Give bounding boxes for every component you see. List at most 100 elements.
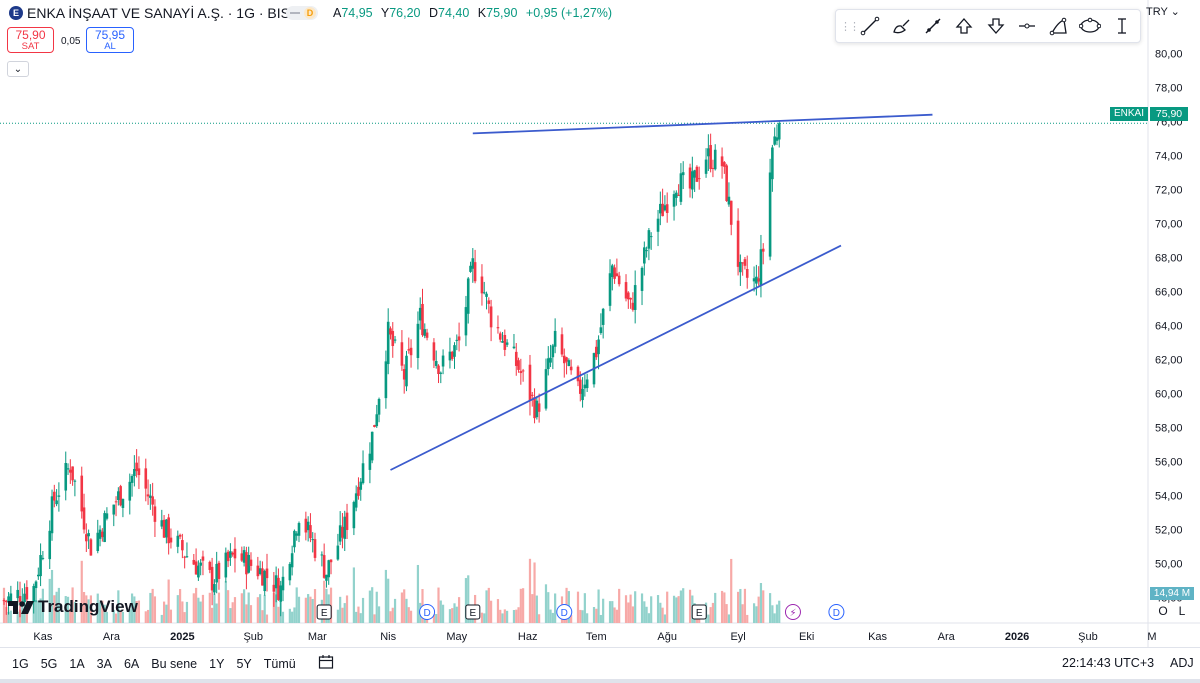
volume-bar bbox=[185, 601, 189, 623]
candle-body bbox=[739, 261, 742, 273]
ohlc-legend: A74,95 Y76,20 D74,40 K75,90 +0,95 (+1,27… bbox=[333, 6, 617, 20]
collapse-legend-button[interactable]: ⌄ bbox=[7, 61, 29, 77]
volume-bar bbox=[112, 609, 115, 623]
y-tick-label: 68,00 bbox=[1155, 253, 1183, 265]
range-6m-button[interactable]: 6A bbox=[123, 656, 140, 671]
volume-bar bbox=[405, 598, 408, 623]
path-icon[interactable] bbox=[1043, 11, 1075, 41]
candle-body bbox=[537, 403, 541, 412]
candle-body bbox=[768, 172, 772, 257]
text-cursor-icon[interactable] bbox=[1106, 11, 1138, 41]
volume-bar bbox=[341, 607, 344, 623]
tradingview-logo[interactable]: TradingView bbox=[8, 597, 138, 617]
symbol-price-tag: ENKAI bbox=[1110, 107, 1149, 121]
candle-body bbox=[501, 341, 504, 343]
candle-body bbox=[633, 285, 637, 310]
trend-line-icon[interactable] bbox=[854, 11, 886, 41]
volume-bar bbox=[227, 590, 230, 623]
volume-bar bbox=[439, 600, 442, 623]
candle-body bbox=[130, 476, 134, 483]
volume-bar bbox=[522, 588, 525, 623]
calendar-range-icon[interactable] bbox=[318, 654, 334, 673]
volume-bar bbox=[618, 588, 621, 623]
volume-bar bbox=[336, 609, 339, 623]
volume-bar bbox=[224, 581, 227, 623]
drag-handle-icon[interactable]: ⋮⋮ bbox=[840, 20, 860, 33]
candle-body bbox=[725, 165, 728, 201]
brush-icon[interactable] bbox=[886, 11, 918, 41]
candle-body bbox=[261, 568, 264, 586]
range-3m-button[interactable]: 3A bbox=[96, 656, 112, 671]
volume-bar bbox=[551, 612, 554, 623]
volume-bar bbox=[599, 614, 602, 623]
y-tick-label: 78,00 bbox=[1155, 83, 1183, 95]
ellipse-icon[interactable] bbox=[1075, 11, 1107, 41]
volume-bar bbox=[666, 591, 669, 623]
range-all-button[interactable]: Tümü bbox=[263, 656, 296, 671]
volume-bar bbox=[311, 598, 314, 623]
candle-body bbox=[128, 481, 132, 501]
candle-body bbox=[18, 596, 22, 603]
arrow-down-icon[interactable] bbox=[980, 11, 1012, 41]
range-1m-button[interactable]: 1A bbox=[69, 656, 85, 671]
volume-bar bbox=[757, 596, 760, 623]
volume-bar bbox=[261, 610, 264, 623]
volume-bar bbox=[727, 614, 731, 623]
volume-bar bbox=[245, 604, 248, 623]
ohlc-high-value: 76,20 bbox=[389, 6, 421, 20]
volume-bar bbox=[627, 602, 630, 623]
x-tick-label: Haz bbox=[518, 631, 538, 643]
volume-bar bbox=[2, 587, 6, 623]
candle-body bbox=[80, 475, 84, 512]
candle-body bbox=[709, 145, 712, 170]
range-1d-button[interactable]: 1G bbox=[12, 656, 29, 671]
volume-bar bbox=[714, 592, 717, 623]
range-1y-button[interactable]: 1Y bbox=[209, 656, 225, 671]
candle-body bbox=[208, 561, 212, 570]
candle-body bbox=[567, 360, 571, 367]
clock-timezone[interactable]: 22:14:43 UTC+3 bbox=[1062, 656, 1155, 670]
volume-bar bbox=[119, 611, 122, 623]
currency-selector[interactable]: TRY ⌄ bbox=[1146, 5, 1180, 18]
auto-scale-toggle[interactable]: O bbox=[1158, 604, 1168, 618]
candle-body bbox=[98, 529, 102, 539]
dividend-marker bbox=[556, 604, 573, 620]
symbol-title[interactable]: ENKA İNŞAAT VE SANAYİ A.Ş. · 1G · BIST bbox=[27, 5, 299, 21]
ray-icon[interactable] bbox=[917, 11, 949, 41]
candle-body bbox=[581, 388, 584, 401]
volume-bar bbox=[647, 613, 650, 623]
y-tick-label: 74,00 bbox=[1155, 151, 1183, 163]
volume-bar bbox=[643, 601, 646, 623]
volume-bar bbox=[544, 584, 548, 623]
volume-bar bbox=[464, 578, 468, 623]
buy-button[interactable]: 75,95 AL bbox=[86, 27, 134, 53]
volume-bar bbox=[453, 603, 456, 623]
candle-body bbox=[578, 379, 582, 394]
volume-bar bbox=[570, 614, 573, 623]
volume-bar bbox=[55, 591, 58, 623]
volume-bar bbox=[576, 591, 580, 623]
x-tick-label: 2025 bbox=[170, 631, 194, 643]
tradingview-logo-icon bbox=[8, 601, 34, 614]
sell-button[interactable]: 75,90 SAT bbox=[7, 27, 54, 53]
volume-bar bbox=[199, 601, 202, 623]
range-5y-button[interactable]: 5Y bbox=[236, 656, 252, 671]
market-status-toggle[interactable]: D bbox=[286, 6, 318, 20]
volume-bar bbox=[135, 601, 138, 623]
volume-bar bbox=[82, 591, 86, 623]
volume-bar bbox=[400, 592, 404, 623]
volume-bar bbox=[247, 592, 250, 623]
candle-body bbox=[389, 328, 392, 335]
split-marker bbox=[784, 604, 801, 620]
last-price-tag: 75,90 bbox=[1150, 107, 1188, 121]
arrow-up-icon[interactable] bbox=[949, 11, 981, 41]
horizontal-ray-icon[interactable] bbox=[1012, 11, 1044, 41]
range-ytd-button[interactable]: Bu sene bbox=[151, 656, 198, 671]
candle-body bbox=[247, 554, 250, 573]
range-toolbar: 1G 5G 1A 3A 6A Bu sene 1Y 5Y Tümü bbox=[0, 651, 1200, 676]
range-5d-button[interactable]: 5G bbox=[40, 656, 58, 671]
adjust-toggle[interactable]: ADJ bbox=[1170, 656, 1194, 670]
candle-body bbox=[23, 593, 26, 603]
log-scale-toggle[interactable]: L bbox=[1178, 604, 1186, 618]
